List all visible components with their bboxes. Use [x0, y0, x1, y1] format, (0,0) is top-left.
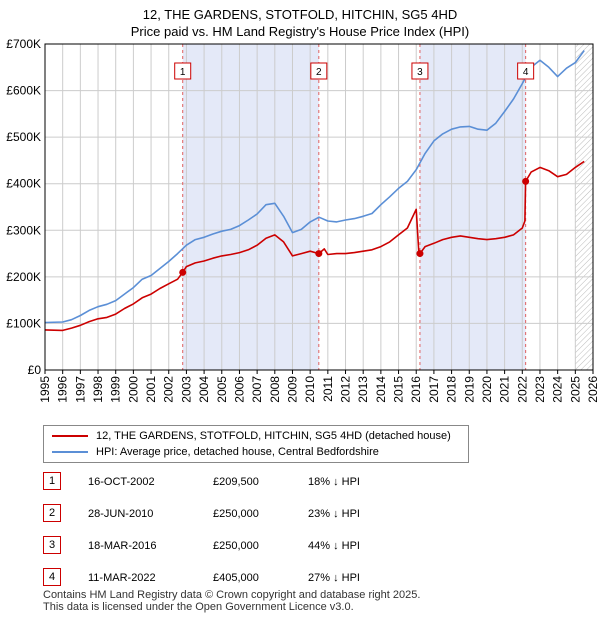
x-tick-label: 1999 — [109, 376, 123, 403]
ownership-period-shade — [419, 44, 526, 370]
sale-point — [179, 268, 187, 276]
footer-copyright: Contains HM Land Registry data © Crown c… — [43, 589, 421, 601]
sale-marker-box — [310, 62, 328, 80]
sale-point — [315, 250, 323, 258]
forecast-hatch — [575, 44, 593, 370]
sale-date: 18-MAR-2016 — [88, 540, 157, 552]
x-tick-label: 2010 — [303, 376, 317, 403]
plot-frame — [44, 43, 594, 371]
y-tick-label: £700K — [6, 37, 41, 51]
title-line-1: 12, THE GARDENS, STOTFOLD, HITCHIN, SG5 … — [142, 7, 458, 22]
x-tick-label: 2001 — [144, 376, 158, 403]
sale-hpi-diff: 23% ↓ HPI — [308, 508, 360, 520]
x-tick-label: 2019 — [462, 376, 476, 403]
x-tick-label: 2012 — [339, 376, 353, 403]
sale-number-badge: 3 — [43, 536, 61, 554]
x-tick-label: 2023 — [533, 376, 547, 403]
sale-price: £209,500 — [213, 476, 259, 488]
legend-item-hpi: HPI: Average price, detached house, Cent… — [52, 444, 379, 460]
x-tick-label: 2007 — [250, 376, 264, 403]
x-tick-label: 2004 — [197, 376, 211, 403]
x-tick-label: 2013 — [356, 376, 370, 403]
sale-date: 11-MAR-2022 — [88, 572, 156, 584]
sale-hpi-diff: 18% ↓ HPI — [308, 476, 360, 488]
chart-title: 12, THE GARDENS, STOTFOLD, HITCHIN, SG5 … — [0, 6, 600, 40]
sale-marker-label: 4 — [523, 67, 529, 78]
y-tick-label: £400K — [6, 177, 41, 191]
x-tick-label: 2014 — [374, 376, 388, 403]
x-tick-label: 2011 — [321, 376, 335, 402]
x-tick-label: 2000 — [126, 376, 140, 403]
sale-price: £250,000 — [213, 540, 259, 552]
x-tick-label: 2025 — [568, 376, 582, 403]
sale-hpi-diff: 44% ↓ HPI — [308, 540, 360, 552]
sale-row: 2 28-JUN-2010 £250,000 23% ↓ HPI — [43, 504, 463, 522]
x-tick-label: 1995 — [38, 376, 52, 403]
ownership-period-shade — [182, 44, 319, 370]
title-line-2: Price paid vs. HM Land Registry's House … — [130, 24, 470, 39]
x-tick-label: 1996 — [56, 376, 70, 403]
x-tick-label: 2022 — [515, 376, 529, 403]
sale-number-badge: 2 — [43, 504, 61, 522]
legend-label-hpi: HPI: Average price, detached house, Cent… — [96, 446, 379, 458]
x-tick-label: 2026 — [586, 376, 600, 403]
x-tick-label: 1998 — [91, 376, 105, 403]
series-line-property — [44, 160, 585, 332]
footer-licence: This data is licensed under the Open Gov… — [43, 601, 354, 613]
legend-swatch-hpi — [52, 451, 88, 454]
sale-marker-label: 3 — [417, 67, 423, 78]
sale-marker-label: 1 — [180, 67, 186, 78]
sale-hpi-diff: 27% ↓ HPI — [308, 572, 360, 584]
sale-number-badge: 1 — [43, 472, 61, 490]
series-line-hpi — [44, 50, 585, 324]
sale-number-badge: 4 — [43, 568, 61, 586]
sale-row: 3 18-MAR-2016 £250,000 44% ↓ HPI — [43, 536, 463, 554]
y-tick-label: £100K — [6, 316, 41, 330]
legend-label-property: 12, THE GARDENS, STOTFOLD, HITCHIN, SG5 … — [96, 430, 451, 442]
y-tick-label: £500K — [6, 130, 41, 144]
x-tick-label: 2002 — [162, 376, 176, 403]
y-tick-label: £0 — [28, 363, 42, 377]
sale-point — [416, 250, 424, 258]
price-chart: 1 2 3 4 £0 £100K £200K £300K £400K £500K £600K £70… — [6, 37, 600, 403]
x-tick-label: 2015 — [392, 376, 406, 403]
sale-price: £405,000 — [213, 572, 259, 584]
sale-date: 16-OCT-2002 — [88, 476, 155, 488]
x-tick-label: 2006 — [232, 376, 246, 403]
legend-swatch-property — [52, 435, 88, 438]
sale-point — [522, 177, 530, 185]
x-tick-label: 2017 — [427, 376, 441, 403]
sale-row: 4 11-MAR-2022 £405,000 27% ↓ HPI — [43, 568, 463, 586]
x-tick-label: 2018 — [445, 376, 459, 403]
x-tick-label: 2016 — [409, 376, 423, 403]
y-tick-label: £300K — [6, 223, 41, 237]
sale-row: 1 16-OCT-2002 £209,500 18% ↓ HPI — [43, 472, 463, 490]
x-tick-label: 2003 — [179, 376, 193, 403]
x-tick-label: 2021 — [498, 376, 512, 403]
x-tick-label: 2008 — [268, 376, 282, 403]
legend-item-property: 12, THE GARDENS, STOTFOLD, HITCHIN, SG5 … — [52, 428, 451, 444]
footer-notice: Contains HM Land Registry data © Crown c… — [43, 589, 420, 613]
x-tick-label: 2020 — [480, 376, 494, 403]
sale-marker-label: 2 — [316, 67, 322, 78]
chart-legend: 12, THE GARDENS, STOTFOLD, HITCHIN, SG5 … — [43, 425, 469, 463]
x-tick-label: 1997 — [73, 376, 87, 403]
x-tick-label: 2009 — [285, 376, 299, 403]
sale-marker-box — [174, 62, 192, 80]
sale-price: £250,000 — [213, 508, 259, 520]
x-tick-label: 2024 — [551, 376, 565, 403]
y-tick-label: £600K — [6, 84, 41, 98]
y-tick-label: £200K — [6, 270, 41, 284]
sale-marker-box — [517, 62, 535, 80]
sale-date: 28-JUN-2010 — [88, 508, 154, 520]
x-tick-label: 2005 — [215, 376, 229, 403]
sale-marker-box — [411, 62, 429, 80]
